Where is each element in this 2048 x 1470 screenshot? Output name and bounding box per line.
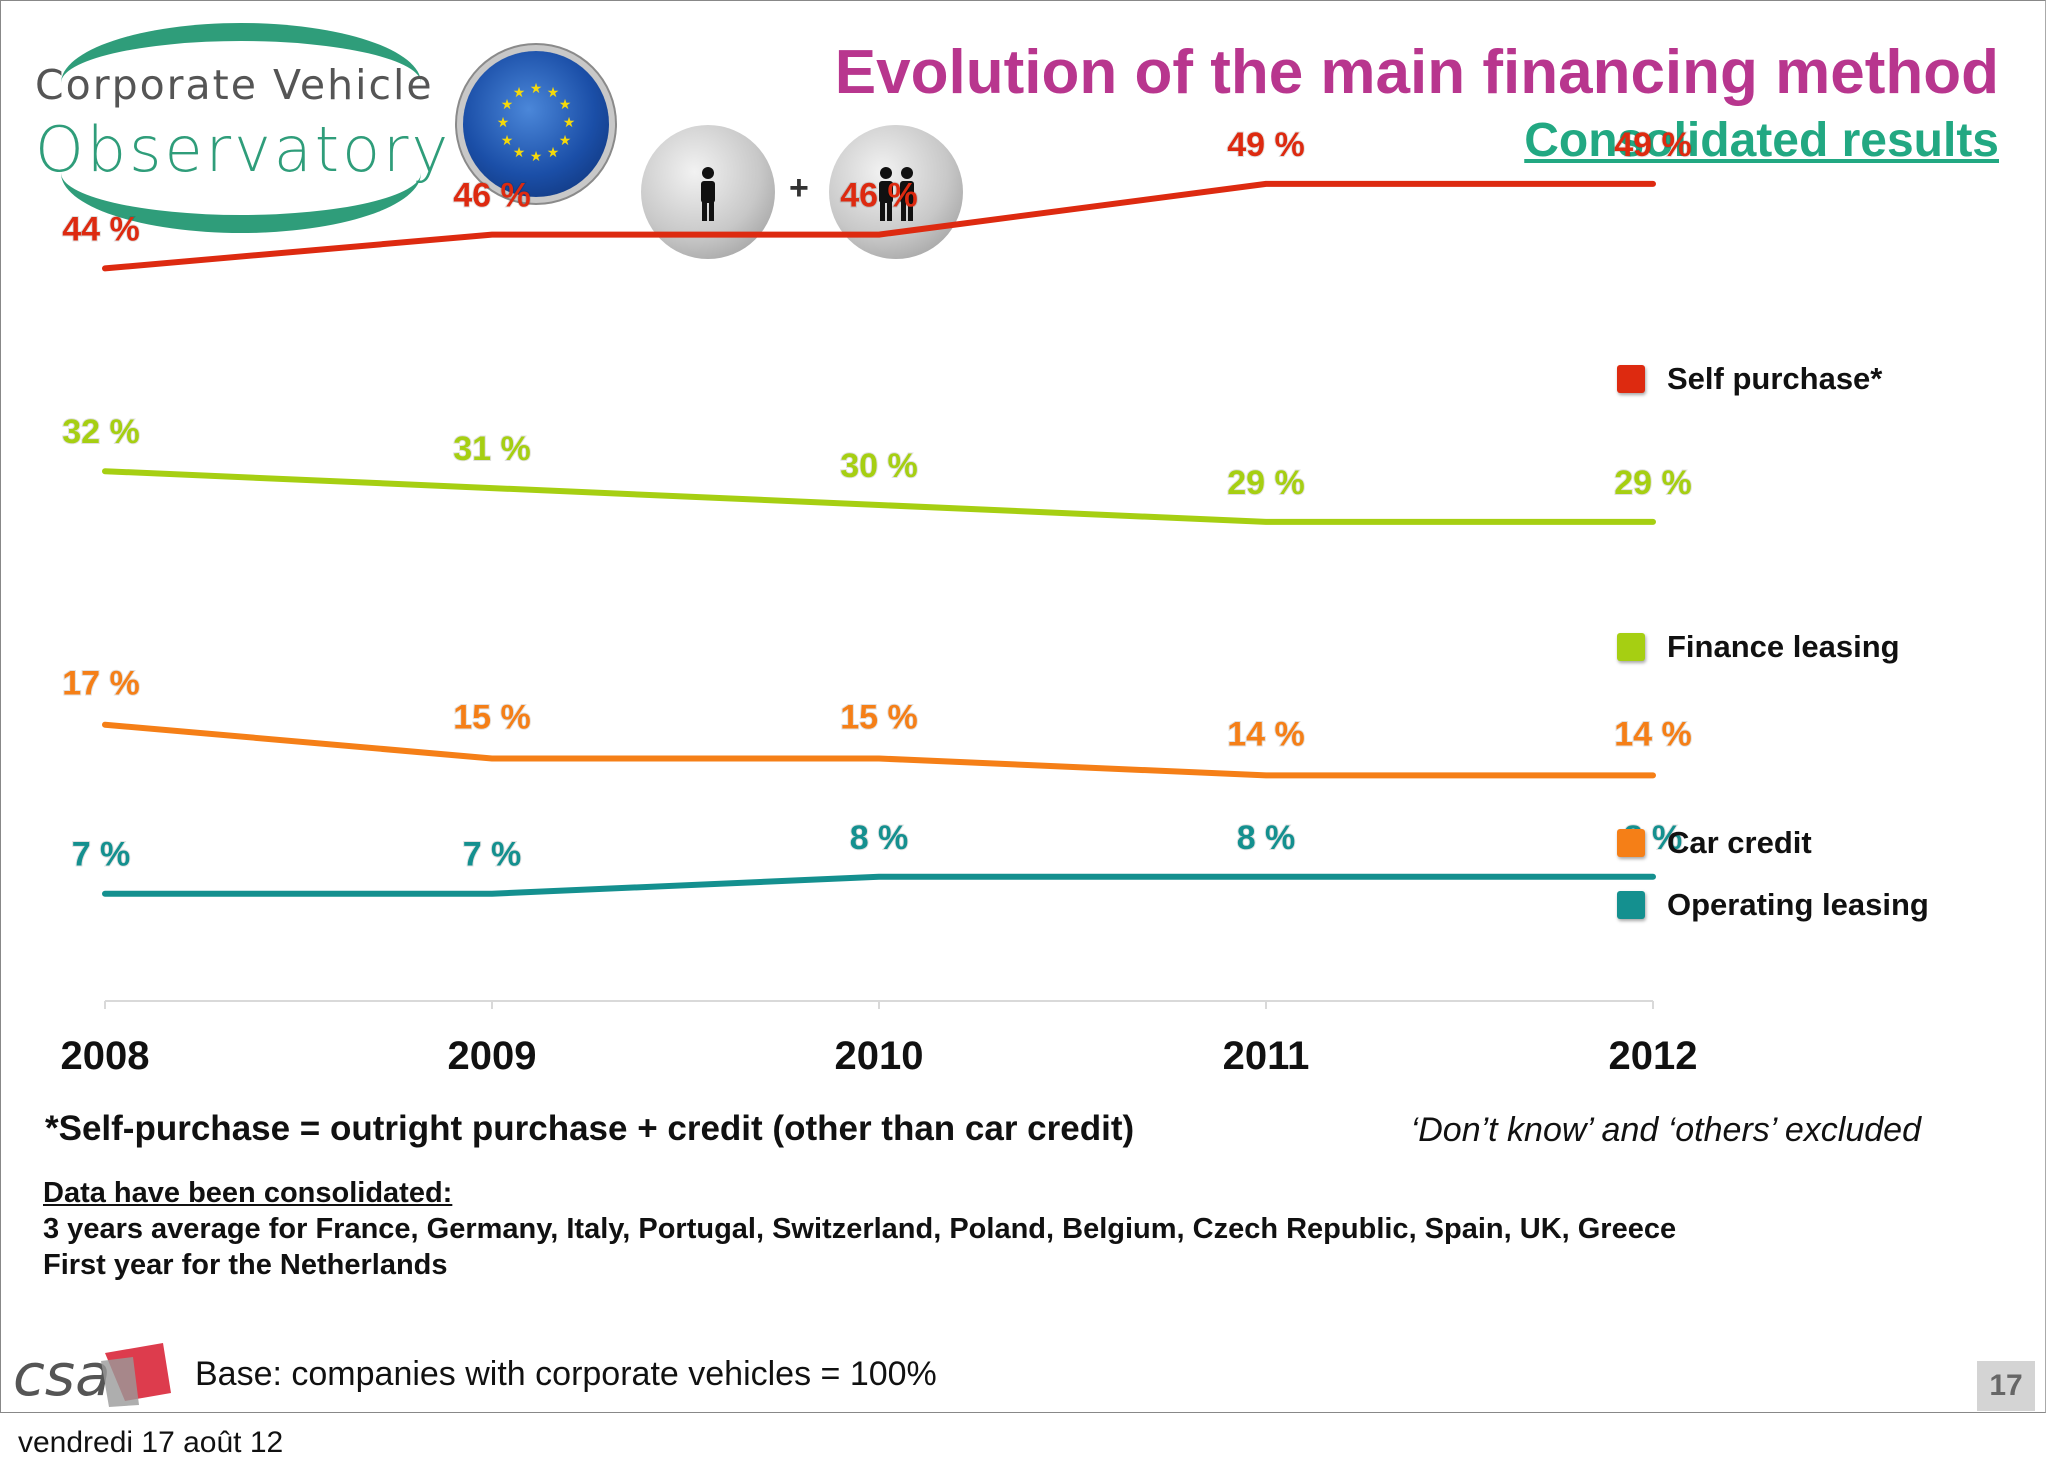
legend-item-self-purchase: Self purchase* [1617, 359, 1882, 399]
data-label: 8 % [1237, 819, 1296, 857]
page-number: 17 [1977, 1361, 2035, 1411]
data-label: 44 % [62, 210, 140, 248]
svg-text:★: ★ [501, 133, 514, 149]
csa-logo-text: csa [13, 1341, 111, 1409]
series-line-3 [102, 873, 1656, 897]
x-tick-label: 2008 [61, 1034, 150, 1078]
data-label: 49 % [1614, 126, 1692, 164]
data-label: 15 % [453, 699, 531, 737]
x-tick-label: 2009 [448, 1034, 537, 1078]
legend-item-operating-leasing: Operating leasing [1617, 885, 1929, 925]
plus-sign: + [789, 169, 809, 207]
self-purchase-footnote: *Self-purchase = outright purchase + cre… [45, 1109, 1135, 1148]
footer-date: vendredi 17 août 12 [18, 1426, 284, 1459]
svg-text:★: ★ [513, 145, 526, 161]
consolidation-heading: Data have been consolidated: [43, 1177, 453, 1209]
x-tick-label: 2012 [1609, 1034, 1698, 1078]
page-subtitle: Consolidated results [1524, 114, 1999, 167]
consolidation-line-2: First year for the Netherlands [43, 1249, 448, 1281]
slide: Corporate Vehicle Observatory ★ ★ ★ ★ ★ ★ ★ ★… [0, 0, 2046, 1413]
data-label: 49 % [1227, 126, 1305, 164]
exclusion-note: ‘Don’t know’ and ‘others’ excluded [1410, 1111, 1921, 1149]
legend-label: Car credit [1667, 825, 1812, 860]
consolidation-line-1: 3 years average for France, Germany, Ita… [43, 1213, 1677, 1245]
legend-label: Operating leasing [1667, 887, 1929, 922]
data-label: 7 % [463, 836, 522, 874]
series-line-0 [102, 180, 1656, 272]
data-label: 32 % [62, 413, 140, 451]
data-label: 30 % [840, 447, 918, 485]
data-label: 8 % [1624, 819, 1683, 857]
data-label: 46 % [840, 177, 918, 215]
legend-item-car-credit: Car credit [1617, 823, 1812, 863]
legend-label: Self purchase* [1667, 361, 1883, 396]
series-line-1 [102, 468, 1656, 525]
legend-item-finance-leasing: Finance leasing [1617, 627, 1900, 667]
svg-text:★: ★ [501, 97, 514, 113]
svg-text:★: ★ [513, 85, 526, 101]
x-tick-label: 2011 [1223, 1034, 1310, 1078]
legend-label: Finance leasing [1667, 629, 1900, 664]
data-label: 15 % [840, 699, 918, 737]
svg-text:★: ★ [530, 81, 543, 97]
svg-text:★: ★ [559, 97, 572, 113]
logo-text-line2: Observatory [35, 113, 452, 186]
base-note: Base: companies with corporate vehicles … [195, 1355, 937, 1393]
svg-text:★: ★ [497, 115, 510, 131]
x-tick-label: 2010 [835, 1034, 924, 1078]
svg-text:★: ★ [547, 85, 560, 101]
data-label: 29 % [1614, 464, 1692, 502]
data-label: 31 % [453, 430, 531, 468]
legend-swatch-self-purchase [1617, 365, 1645, 393]
svg-text:★: ★ [559, 133, 572, 149]
data-label: 17 % [62, 665, 140, 703]
data-label: 14 % [1614, 715, 1692, 753]
data-label: 7 % [72, 836, 131, 874]
svg-text:★: ★ [563, 115, 576, 131]
logo-text-line1: Corporate Vehicle [35, 61, 434, 109]
svg-text:★: ★ [547, 145, 560, 161]
eu-globe-icon: ★ ★ ★ ★ ★ ★ ★ ★ ★ ★ ★ ★ [463, 51, 609, 197]
svg-text:★: ★ [530, 149, 543, 165]
observatory-logo: Corporate Vehicle Observatory [31, 23, 452, 233]
legend-swatch-operating-leasing [1617, 891, 1645, 919]
data-label: 14 % [1227, 715, 1305, 753]
data-label: 8 % [850, 819, 909, 857]
data-label: 46 % [453, 177, 531, 215]
csa-logo: csa [13, 1335, 173, 1415]
data-label: 29 % [1227, 464, 1305, 502]
legend-swatch-finance-leasing [1617, 633, 1645, 661]
line-chart: 2008 2009 2010 2011 2012 44 % 46 % 46 % 49 % 49 %… [61, 125, 1698, 1078]
page-title: Evolution of the main financing method [834, 38, 1999, 107]
series-line-2 [102, 721, 1656, 779]
legend-swatch-car-credit [1617, 829, 1645, 857]
